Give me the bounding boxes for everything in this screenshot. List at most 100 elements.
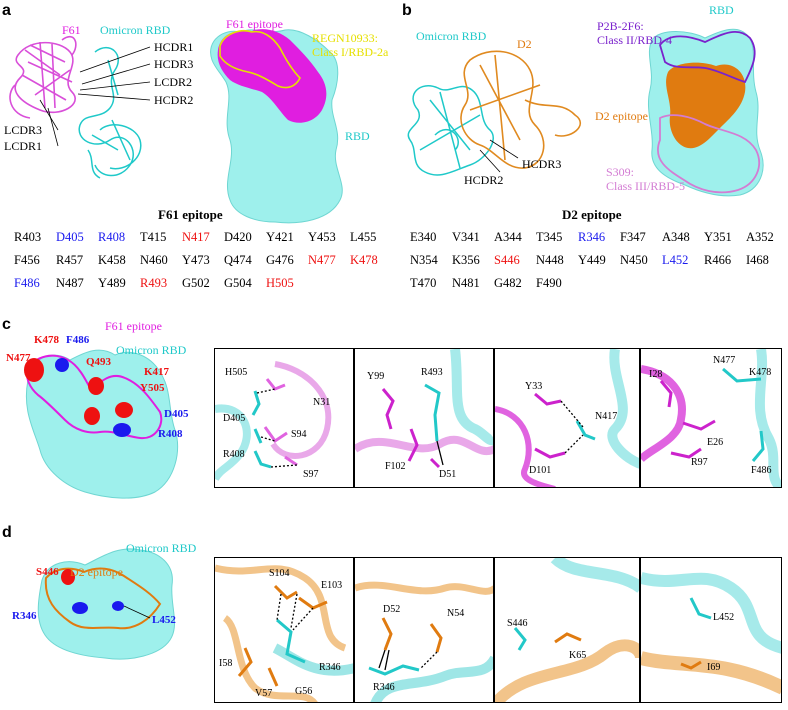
d3-k65: K65 bbox=[569, 650, 587, 661]
epitope-residue: D405 bbox=[56, 230, 84, 244]
epitope-residue: T415 bbox=[140, 230, 167, 244]
epitope-residue: Y473 bbox=[182, 253, 210, 267]
d1-g56: G56 bbox=[295, 686, 313, 697]
l452-leader bbox=[123, 605, 151, 619]
epitope-residue: R457 bbox=[56, 253, 84, 267]
epitope-residue: N448 bbox=[536, 253, 564, 267]
c4-k478: K478 bbox=[749, 367, 772, 378]
epitope-residue: G482 bbox=[494, 276, 522, 290]
p2b-2f6-outline bbox=[659, 30, 756, 84]
epitope-residue: R346 bbox=[578, 230, 606, 244]
epitope-residue: L452 bbox=[662, 253, 689, 267]
c2-y99: Y99 bbox=[367, 371, 385, 382]
c1-d405: D405 bbox=[223, 413, 246, 424]
d-detail-panel-3: S446 K65 bbox=[494, 557, 640, 703]
f61-epitope-table-title: F61 epitope bbox=[158, 207, 223, 222]
regn10933-label-2: Class I/RBD-2a bbox=[312, 45, 389, 59]
f486-label-c: F486 bbox=[66, 334, 90, 346]
epitope-residue: K478 bbox=[350, 253, 378, 267]
rbd-label-a: RBD bbox=[345, 129, 370, 143]
omicron-rbd-label-a: Omicron RBD bbox=[100, 23, 171, 37]
k478-label-c: K478 bbox=[34, 334, 60, 346]
panel-label-a: a bbox=[2, 2, 11, 19]
c3-d101: D101 bbox=[529, 465, 552, 476]
c3-n417: N417 bbox=[595, 411, 618, 422]
d2-epitope-table-title: D2 epitope bbox=[562, 207, 622, 222]
c1-r408: R408 bbox=[223, 449, 245, 460]
hcdr3-leader bbox=[489, 139, 519, 159]
c1-s97: S97 bbox=[303, 469, 319, 480]
d2-epitope-table: E340 V341 A344 T345 R346 F347 A348 Y351 A352 N354… bbox=[410, 230, 788, 300]
c-detail-panel-3: Y33 N417 D101 bbox=[494, 348, 640, 488]
epitope-residue: E340 bbox=[410, 230, 437, 244]
c3-y33: Y33 bbox=[525, 381, 543, 392]
c4-r97: R97 bbox=[691, 457, 708, 468]
f61-ribbon bbox=[9, 35, 77, 119]
d1-e103: E103 bbox=[321, 580, 343, 591]
d2-epitope-surface bbox=[666, 62, 746, 149]
epitope-residue: R403 bbox=[14, 230, 42, 244]
d-detail-panel-2: D52 N54 R346 bbox=[354, 557, 494, 703]
d2-epitope-label: D2 epitope bbox=[595, 109, 648, 123]
d-residue-blobs bbox=[61, 569, 124, 614]
lcdr2-label: LCDR2 bbox=[154, 75, 193, 89]
p2b-2f6-label-2: Class II/RBD-4 bbox=[597, 33, 672, 47]
c1-h505: H505 bbox=[225, 367, 248, 378]
d2-ribbon bbox=[460, 50, 582, 169]
d4-i69: I69 bbox=[707, 662, 721, 673]
f61-epitope-surface bbox=[217, 29, 327, 123]
panel-label-b: b bbox=[402, 2, 412, 19]
hcdr3-label: HCDR3 bbox=[154, 57, 194, 71]
panel-label-c: c bbox=[2, 316, 11, 333]
d-detail-panel-4: L452 I69 bbox=[640, 557, 782, 703]
s446-label-d: S446 bbox=[36, 566, 59, 578]
epitope-residue: N450 bbox=[620, 253, 648, 267]
omicron-rbd-label-b: Omicron RBD bbox=[416, 29, 487, 43]
epitope-residue: D420 bbox=[224, 230, 252, 244]
epitope-residue: Y453 bbox=[308, 230, 336, 244]
epitope-residue: R408 bbox=[98, 230, 126, 244]
epitope-residue: S446 bbox=[494, 253, 520, 267]
hcdr2-leader-b bbox=[479, 149, 501, 173]
c4-i28: I28 bbox=[649, 369, 663, 380]
epitope-residue: K356 bbox=[452, 253, 480, 267]
omicron-rbd-label-d: Omicron RBD bbox=[126, 541, 197, 555]
f61-epitope-label: F61 epitope bbox=[226, 17, 283, 31]
s309-label-2: Class III/RBD-5 bbox=[606, 179, 685, 193]
c-residue-blobs bbox=[24, 358, 133, 437]
c4-e26: E26 bbox=[707, 437, 724, 448]
d405-label-c: D405 bbox=[164, 408, 189, 420]
regn10933-label-1: REGN10933: bbox=[312, 31, 378, 45]
epitope-residue: G476 bbox=[266, 253, 294, 267]
d1-v57: V57 bbox=[255, 688, 273, 699]
c-detail-panel-4: N477 I28 K478 E26 R97 F486 bbox=[640, 348, 782, 488]
p2b-2f6-label-1: P2B-2F6: bbox=[597, 19, 644, 33]
d1-r346: R346 bbox=[319, 662, 341, 673]
epitope-residue: N417 bbox=[182, 230, 210, 244]
epitope-residue: V341 bbox=[452, 230, 480, 244]
epitope-residue: F347 bbox=[620, 230, 646, 244]
d1-s104: S104 bbox=[269, 568, 290, 579]
f61-label: F61 bbox=[62, 23, 81, 37]
omicron-rbd-ribbon-a bbox=[78, 46, 142, 179]
c4-f486: F486 bbox=[751, 465, 772, 476]
c4-n477: N477 bbox=[713, 355, 736, 366]
y505-label-c: Y505 bbox=[140, 382, 165, 394]
epitope-residue: G502 bbox=[182, 276, 210, 290]
k417-label-c: K417 bbox=[144, 366, 170, 378]
epitope-residue: F456 bbox=[14, 253, 40, 267]
c2-d51: D51 bbox=[439, 469, 457, 480]
epitope-residue: A348 bbox=[662, 230, 690, 244]
d3-s446: S446 bbox=[507, 618, 528, 629]
r408-label-c: R408 bbox=[158, 428, 183, 440]
regn10933-outline bbox=[219, 30, 301, 89]
epitope-residue: R493 bbox=[140, 276, 168, 290]
s309-label-1: S309: bbox=[606, 165, 635, 179]
epitope-residue: N354 bbox=[410, 253, 438, 267]
epitope-residue: T470 bbox=[410, 276, 437, 290]
r346-label-d: R346 bbox=[12, 610, 37, 622]
d-detail-panel-1: S104 E103 I58 R346 V57 G56 bbox=[214, 557, 354, 703]
c1-n31: N31 bbox=[313, 397, 331, 408]
